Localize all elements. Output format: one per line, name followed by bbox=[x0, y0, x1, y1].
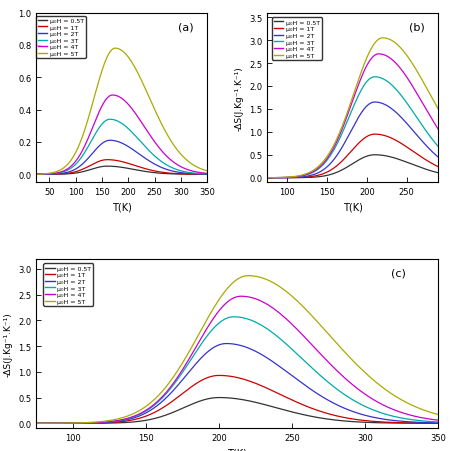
Text: (a): (a) bbox=[178, 22, 193, 32]
Legend: μ₀H = 0.5T, μ₀H = 1T, μ₀H = 2T, μ₀H = 3T, μ₀H = 4T, μ₀H = 5T: μ₀H = 0.5T, μ₀H = 1T, μ₀H = 2T, μ₀H = 3T… bbox=[272, 18, 321, 60]
Text: (c): (c) bbox=[391, 267, 405, 277]
X-axis label: T(K): T(K) bbox=[342, 202, 362, 212]
X-axis label: T(K): T(K) bbox=[227, 448, 247, 451]
X-axis label: T(K): T(K) bbox=[111, 202, 131, 212]
Legend: μ₀H = 0.5T, μ₀H = 1T, μ₀H = 2T, μ₀H = 3T, μ₀H = 4T, μ₀H = 5T: μ₀H = 0.5T, μ₀H = 1T, μ₀H = 2T, μ₀H = 3T… bbox=[43, 264, 93, 306]
Y-axis label: -ΔS(J.Kg⁻¹.K⁻¹): -ΔS(J.Kg⁻¹.K⁻¹) bbox=[4, 312, 13, 376]
Y-axis label: -ΔS(J.Kg⁻¹.K⁻¹): -ΔS(J.Kg⁻¹.K⁻¹) bbox=[234, 66, 243, 130]
Text: (b): (b) bbox=[408, 22, 424, 32]
Legend: μ₀H = 0.5T, μ₀H = 1T, μ₀H = 2T, μ₀H = 3T, μ₀H = 4T, μ₀H = 5T: μ₀H = 0.5T, μ₀H = 1T, μ₀H = 2T, μ₀H = 3T… bbox=[36, 17, 85, 59]
